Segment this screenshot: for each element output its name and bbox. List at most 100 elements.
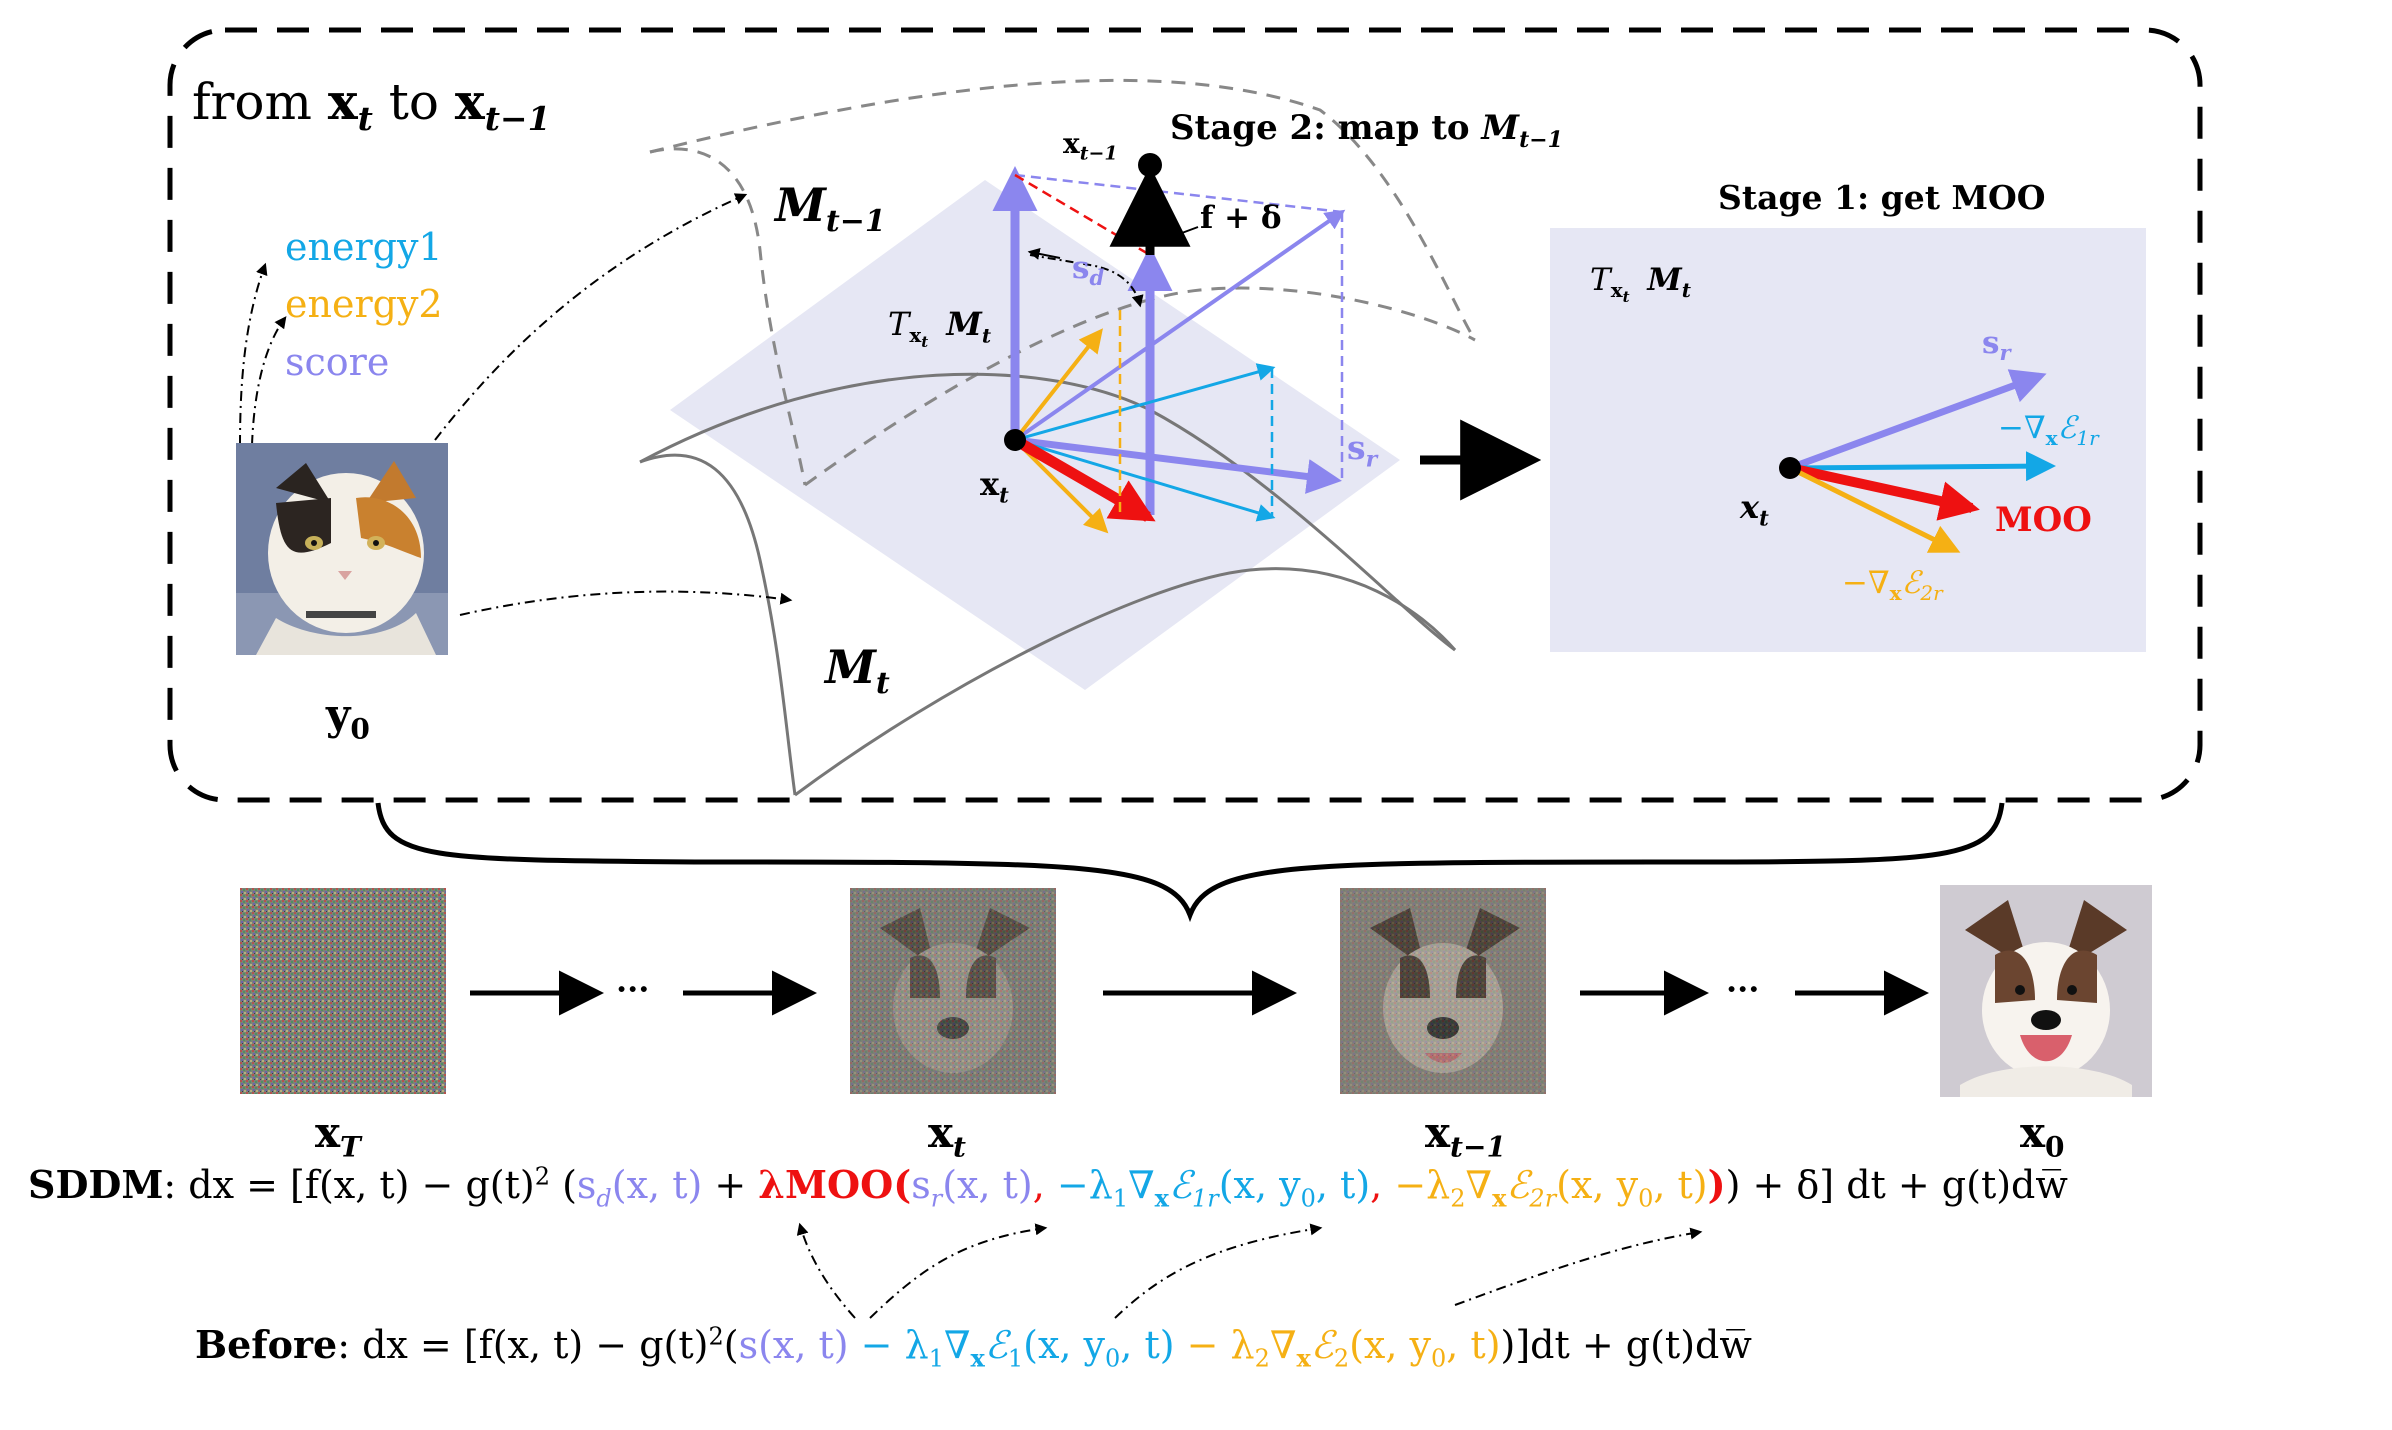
title-t1-sub: t−1 xyxy=(484,99,551,138)
stage1-tangent-label: Txt Mt xyxy=(1590,262,1691,306)
stage1-grad2-sub: 2r xyxy=(1920,581,1943,606)
cat-label-y: y xyxy=(326,690,351,739)
before-p1-sup: 2 xyxy=(708,1322,724,1351)
manifold-mt-1-front-edge xyxy=(804,286,1476,487)
before-e2-E-sub: 2 xyxy=(1333,1344,1350,1373)
stage1-xt-point xyxy=(1779,457,1801,479)
sr-arrow xyxy=(1014,436,1342,494)
chain-xT-sub: T xyxy=(340,1130,361,1164)
top-box-title: from xt to xt−1 xyxy=(192,72,551,138)
stage1-sr-label: sr xyxy=(1982,325,2011,365)
energy1-arrow-up xyxy=(1014,363,1276,442)
chain-label-x0: x0 xyxy=(2020,1108,2065,1163)
label-xt-1-top: xt−1 xyxy=(1063,127,1118,165)
sddm-e2-nabla-sub: x xyxy=(1492,1183,1507,1213)
cat-image xyxy=(236,443,448,655)
before-p1b: ( xyxy=(723,1323,739,1367)
noise-image-xT xyxy=(240,888,446,1094)
score-arrow-diagonal xyxy=(1013,209,1346,442)
sddm-equation: SDDM: dx = [f(x, t) − g(t)2 (sd(x, t) + … xyxy=(28,1162,2068,1213)
sddm-p1b: ( xyxy=(549,1163,577,1207)
xprev-top-sub: t−1 xyxy=(1079,142,1118,165)
cat-label-sub: 0 xyxy=(350,712,370,746)
label-m-prev-sub: t−1 xyxy=(825,204,886,240)
stage1-grad1-nabla: −∇ xyxy=(1998,410,2046,446)
sddm-e1-tail: , t) xyxy=(1315,1163,1371,1207)
stage1-T-subsub: t xyxy=(1622,288,1630,307)
before-e1-E-sub: 1 xyxy=(1007,1344,1024,1373)
tangent-subsub: t xyxy=(921,333,929,352)
before-e2-E: ℰ xyxy=(1310,1323,1334,1367)
sddm-e2-y-sub: 0 xyxy=(1638,1184,1654,1213)
before-to-sr-arrow xyxy=(869,1223,1048,1319)
sd-indicator-left xyxy=(1027,247,1061,260)
manifold-mt-1-left-edge xyxy=(649,147,807,486)
before-score-term: s(x, t) xyxy=(738,1323,849,1367)
label-xt-center: xt xyxy=(980,465,1009,507)
xt-center-x: x xyxy=(980,465,1000,503)
manifold-mt-bottom-edge xyxy=(794,567,1457,797)
stage1-grad2-E: ℰ xyxy=(1901,565,1921,601)
stage2-m-sub: t−1 xyxy=(1519,126,1563,153)
stage1-vectors xyxy=(1779,369,2056,553)
before-e2-tail: , t) xyxy=(1446,1323,1501,1367)
before-e2-nabla: ∇ xyxy=(1269,1323,1297,1367)
xt-center-sub: t xyxy=(999,482,1009,508)
tangent-vectors xyxy=(992,153,1346,534)
title-to-text: to xyxy=(372,73,455,131)
stage1-moo-arrow xyxy=(1788,463,1980,521)
before-e1-y-sub: 0 xyxy=(1105,1344,1121,1373)
manifold-mt-1-curve xyxy=(649,78,1477,341)
sddm-p1: : dx = [f(x, t) − g(t) xyxy=(163,1163,535,1207)
sddm-comma2: , xyxy=(1370,1163,1395,1207)
stage1-moo-label: MOO xyxy=(1995,500,2092,540)
sddm-e2-args: (x, y xyxy=(1556,1163,1639,1207)
cat-to-energy1-arrow xyxy=(239,262,268,446)
sddm-e1-E-sub: 1r xyxy=(1191,1184,1219,1213)
stage1-xt-label: xt xyxy=(1740,488,1769,530)
top-dashed-box xyxy=(167,27,2203,803)
before-e1-nabla-sub: x xyxy=(970,1343,985,1373)
label-f-delta: f + δ xyxy=(1200,200,1282,236)
sddm-close-rest: ) + δ] dt + g(t)dw̅ xyxy=(1725,1163,2068,1207)
before-label: Before xyxy=(195,1322,338,1367)
xprev-top-x: x xyxy=(1063,127,1080,160)
stage1-panel xyxy=(1550,228,2146,652)
sd-s: s xyxy=(1072,250,1090,286)
stage1-M: M xyxy=(1647,262,1682,298)
before-e1-args: (x, y xyxy=(1023,1323,1106,1367)
title-x2: x xyxy=(454,72,485,131)
sddm-e2-nabla: ∇ xyxy=(1465,1163,1493,1207)
sr-center-sub: r xyxy=(1365,446,1378,473)
legend-energy1: energy1 xyxy=(285,225,443,269)
sddm-e2-lambda: −λ xyxy=(1394,1163,1451,1207)
stage1-grad1-sub: 1r xyxy=(2076,426,2099,451)
curly-brace xyxy=(375,802,2005,923)
tangent-M: M xyxy=(946,305,982,343)
before-e2-args: (x, y xyxy=(1349,1323,1431,1367)
energy2-arrow-up xyxy=(1013,328,1103,442)
before-to-e2-arrow xyxy=(1454,1227,1703,1306)
chain-dots-1: ··· xyxy=(616,970,650,1008)
energy1-arrow-right xyxy=(1014,438,1276,522)
sddm-e1-nabla-sub: x xyxy=(1154,1183,1169,1213)
stage2-m: M xyxy=(1481,108,1520,148)
tangent-T: T xyxy=(888,305,910,343)
sr-center-s: s xyxy=(1347,428,1366,467)
sddm-sd: s xyxy=(576,1163,597,1207)
legend-score: score xyxy=(285,340,390,384)
before-e2-nabla-sub: x xyxy=(1296,1343,1311,1373)
stage1-sr-sub: r xyxy=(1999,340,2011,366)
stage1-grad1-label: −∇xℰ1r xyxy=(1998,410,2099,450)
clean-dog-image-x0 xyxy=(1940,885,2152,1097)
tangent-M-sub: t xyxy=(981,323,992,348)
stage1-M-sub: t xyxy=(1681,278,1691,303)
before-to-sd-arrow xyxy=(796,1222,856,1319)
stage1-xt-sub: t xyxy=(1759,505,1769,531)
chain-label-xt-1: xt−1 xyxy=(1425,1108,1506,1163)
sddm-e2-tail: , t) xyxy=(1653,1163,1708,1207)
stage2-title: Stage 2: map to Mt−1 xyxy=(1170,108,1563,153)
chain-dots-2: ··· xyxy=(1726,970,1760,1008)
